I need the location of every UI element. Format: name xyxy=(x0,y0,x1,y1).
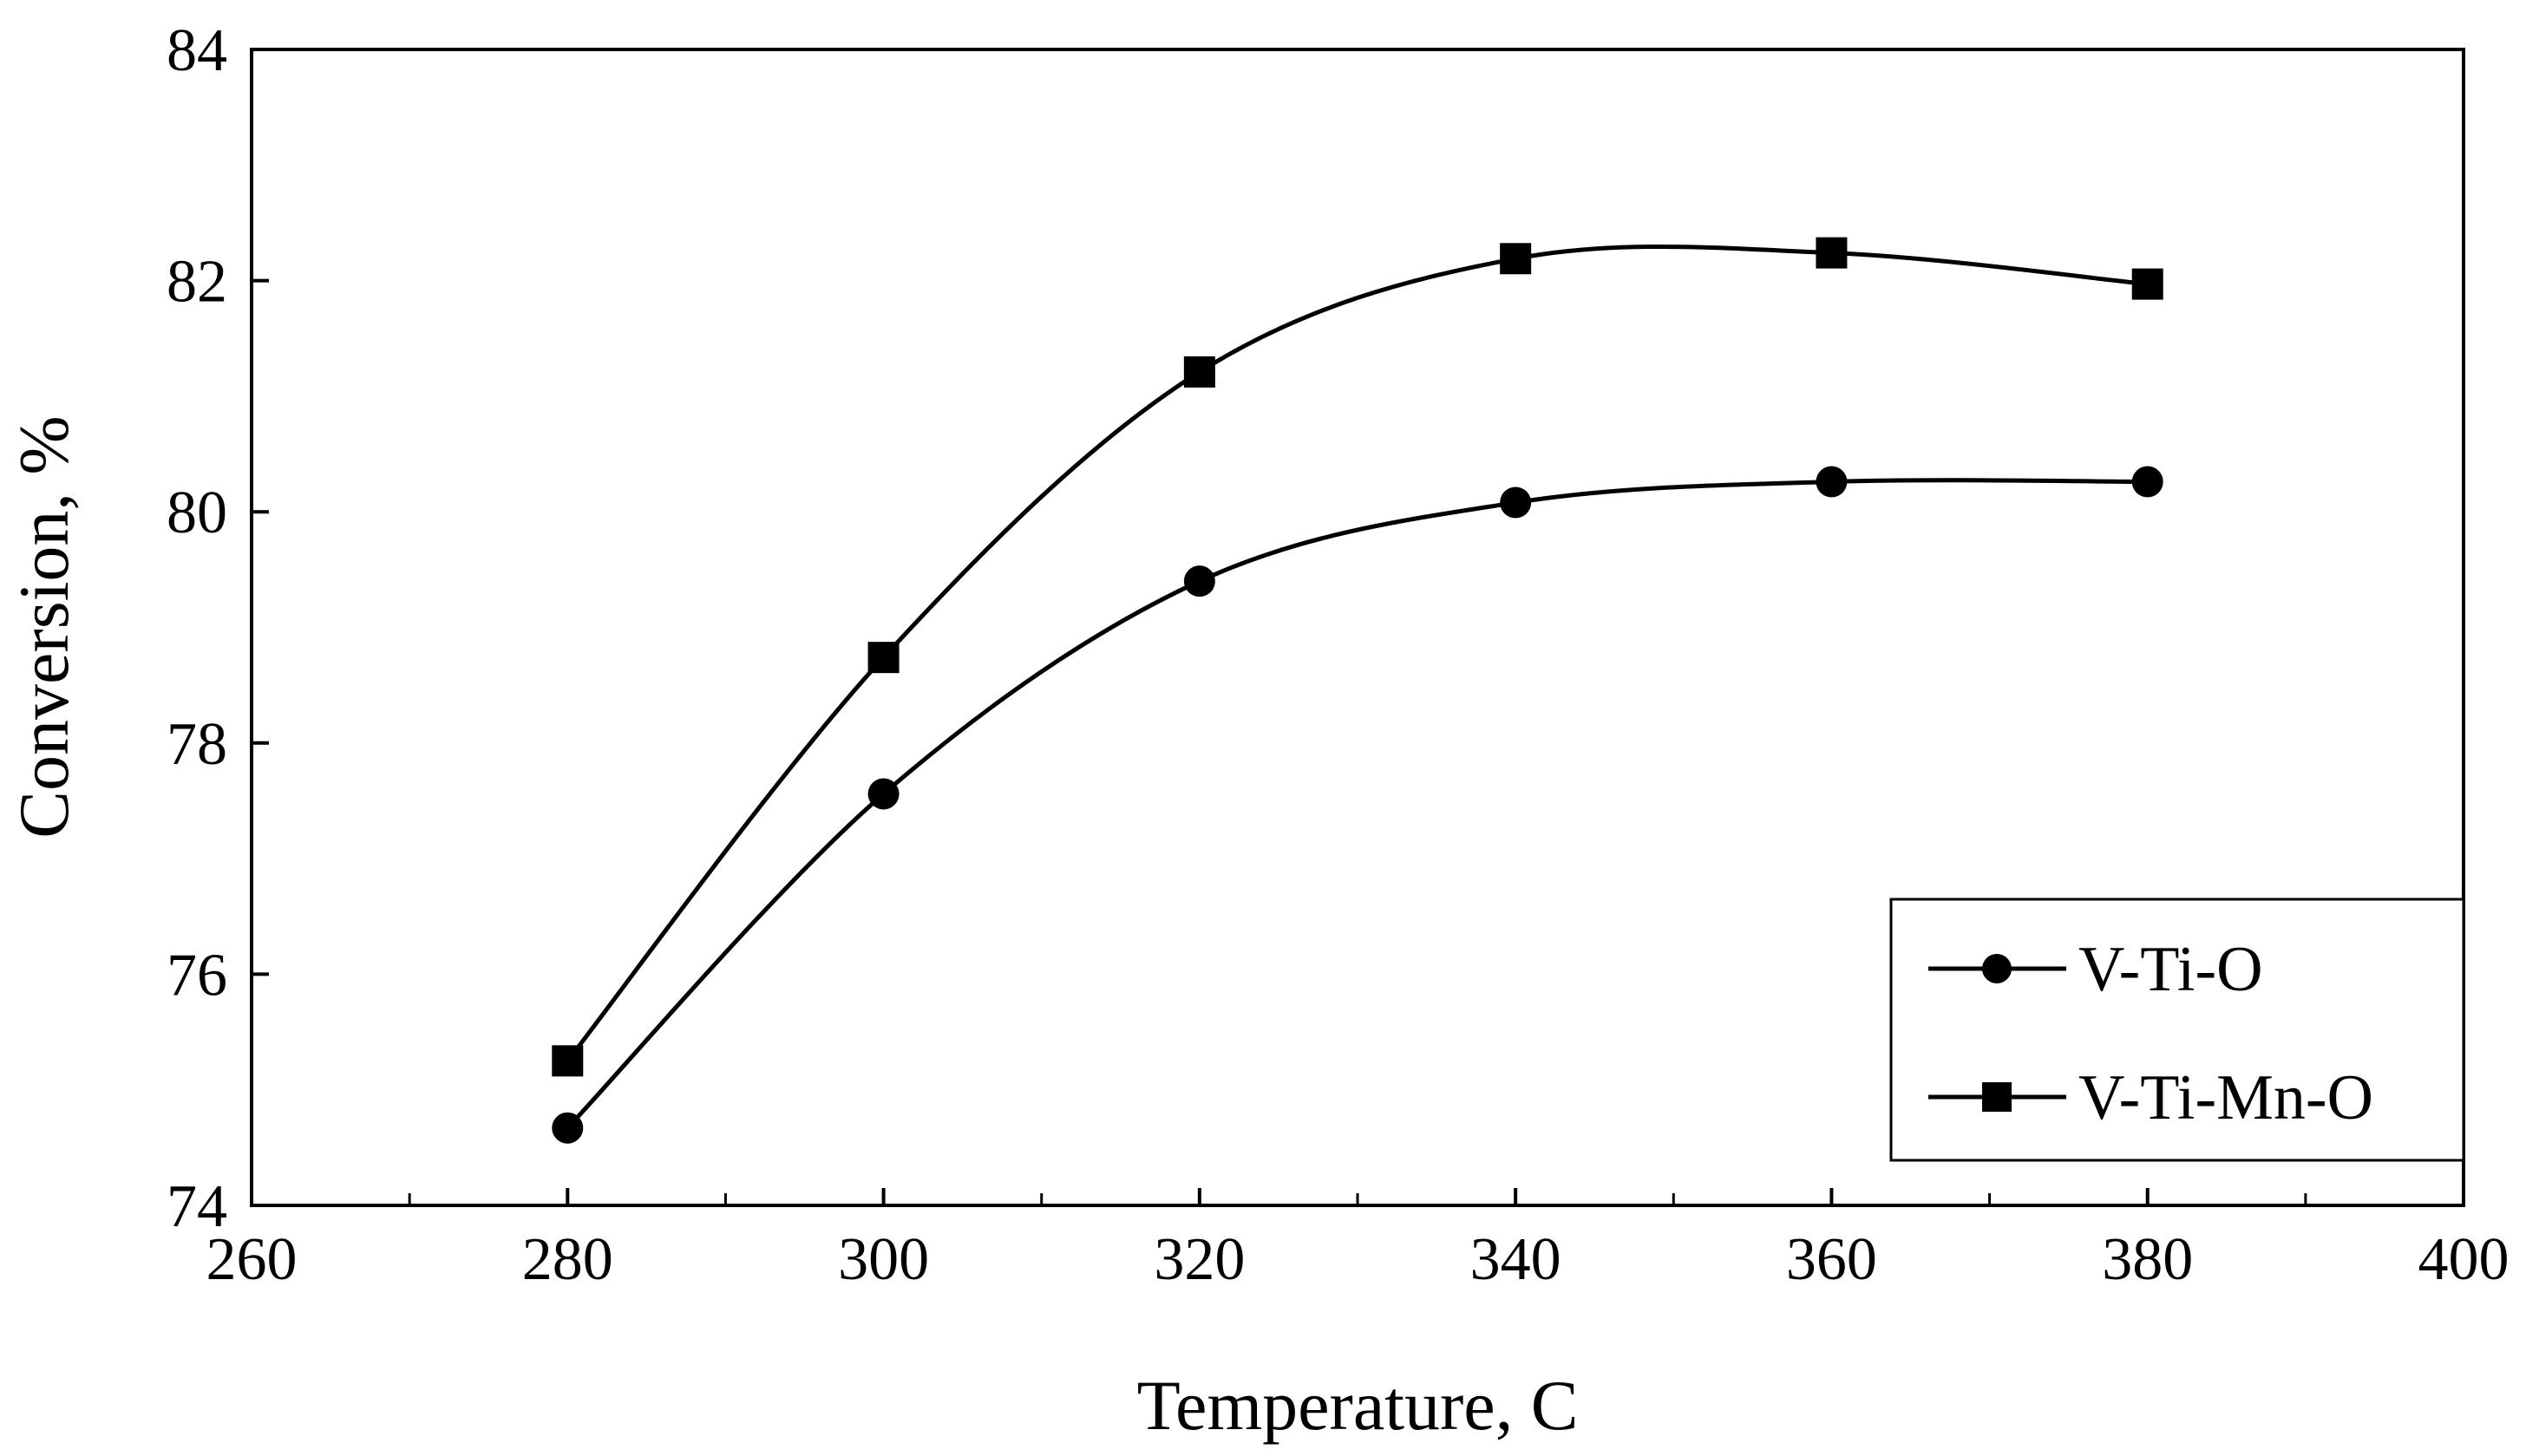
series-layer xyxy=(552,237,2163,1144)
y-tick-label: 80 xyxy=(167,480,227,546)
x-tick-label: 320 xyxy=(1154,1226,1245,1293)
data-point-v-ti-o xyxy=(867,778,900,810)
legend-label-v-ti-mn-o: V-Ti-Mn-O xyxy=(2078,1062,2373,1133)
data-point-v-ti-mn-o xyxy=(1816,237,1848,269)
x-tick-label: 360 xyxy=(1786,1226,1877,1293)
x-tick-label: 380 xyxy=(2102,1226,2193,1293)
series-line-v-ti-mn-o xyxy=(566,244,2148,1062)
x-tick-label: 340 xyxy=(1470,1226,1561,1293)
y-tick-label: 78 xyxy=(167,711,227,778)
y-axis-title: Conversion, % xyxy=(4,415,83,838)
data-point-v-ti-o xyxy=(552,1112,584,1144)
legend-label-v-ti-o: V-Ti-O xyxy=(2078,934,2263,1005)
y-tick-label: 76 xyxy=(167,942,227,1009)
y-tick-label: 84 xyxy=(167,17,227,84)
y-axis-ticks: 74 76 78 80 82 84 xyxy=(167,17,269,1240)
data-point-v-ti-mn-o xyxy=(2131,268,2163,300)
legend: V-Ti-O V-Ti-Mn-O xyxy=(1889,898,2465,1162)
legend-box xyxy=(1889,898,2465,1162)
data-point-v-ti-o xyxy=(1816,466,1848,498)
data-point-v-ti-mn-o xyxy=(552,1045,584,1077)
x-tick-label: 400 xyxy=(2418,1226,2510,1293)
x-axis-ticks: 260 280 300 320 340 360 380 400 xyxy=(206,1188,2510,1293)
data-point-v-ti-o xyxy=(1500,486,1532,519)
data-point-v-ti-o xyxy=(2131,466,2163,498)
data-point-v-ti-mn-o xyxy=(867,642,900,674)
data-point-v-ti-o xyxy=(1183,565,1215,597)
legend-marker-circle xyxy=(1982,954,2012,983)
y-tick-label: 82 xyxy=(167,249,227,316)
x-tick-label: 260 xyxy=(206,1226,298,1293)
legend-marker-square xyxy=(1982,1082,2012,1112)
y-tick-label: 74 xyxy=(167,1173,227,1240)
x-axis-title: Temperature, C xyxy=(1137,1366,1579,1445)
data-point-v-ti-mn-o xyxy=(1183,356,1215,388)
x-tick-label: 300 xyxy=(838,1226,929,1293)
x-tick-label: 280 xyxy=(522,1226,613,1293)
series-line-v-ti-o xyxy=(566,478,2148,1130)
data-point-v-ti-mn-o xyxy=(1500,243,1532,275)
